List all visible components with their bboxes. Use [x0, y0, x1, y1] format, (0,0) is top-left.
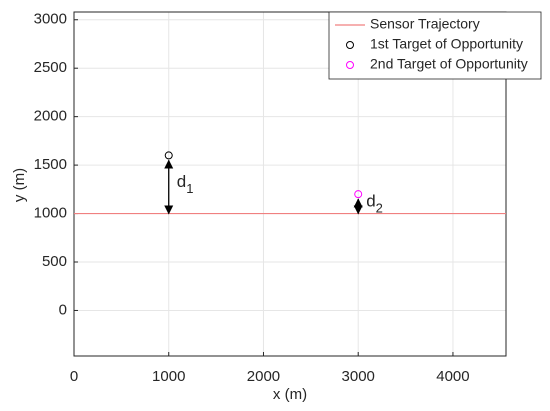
- legend-label: 1st Target of Opportunity: [370, 36, 523, 52]
- distance-label: d1: [177, 172, 194, 196]
- x-tick-label: 2000: [247, 368, 280, 385]
- y-tick-label: 2500: [34, 59, 67, 76]
- y-tick-label: 1000: [34, 205, 67, 222]
- legend-box: [328, 11, 542, 80]
- distance-subscript: 1: [186, 181, 193, 196]
- distance-symbol: d: [177, 172, 186, 191]
- x-axis-label: x (m): [273, 386, 307, 403]
- x-tick-label: 4000: [436, 368, 469, 385]
- distance-subscript: 2: [376, 201, 383, 216]
- legend-label: Sensor Trajectory: [370, 16, 480, 32]
- y-tick-label: 0: [59, 301, 67, 318]
- y-tick-label: 500: [42, 253, 67, 270]
- target-point: [164, 151, 173, 160]
- target-point: [354, 190, 363, 199]
- legend-symbol: [346, 61, 354, 69]
- legend-label: 2nd Target of Opportunity: [370, 56, 528, 72]
- y-tick-label: 3000: [34, 11, 67, 28]
- x-tick-label: 3000: [342, 368, 375, 385]
- y-axis-label: y (m): [11, 168, 28, 202]
- distance-label: d2: [366, 192, 383, 216]
- x-tick-label: 0: [70, 368, 78, 385]
- y-tick-label: 2000: [34, 108, 67, 125]
- legend-symbol: [346, 41, 354, 49]
- y-tick-label: 1500: [34, 156, 67, 173]
- distance-symbol: d: [366, 192, 375, 211]
- x-tick-label: 1000: [152, 368, 185, 385]
- axes-box: [73, 11, 507, 357]
